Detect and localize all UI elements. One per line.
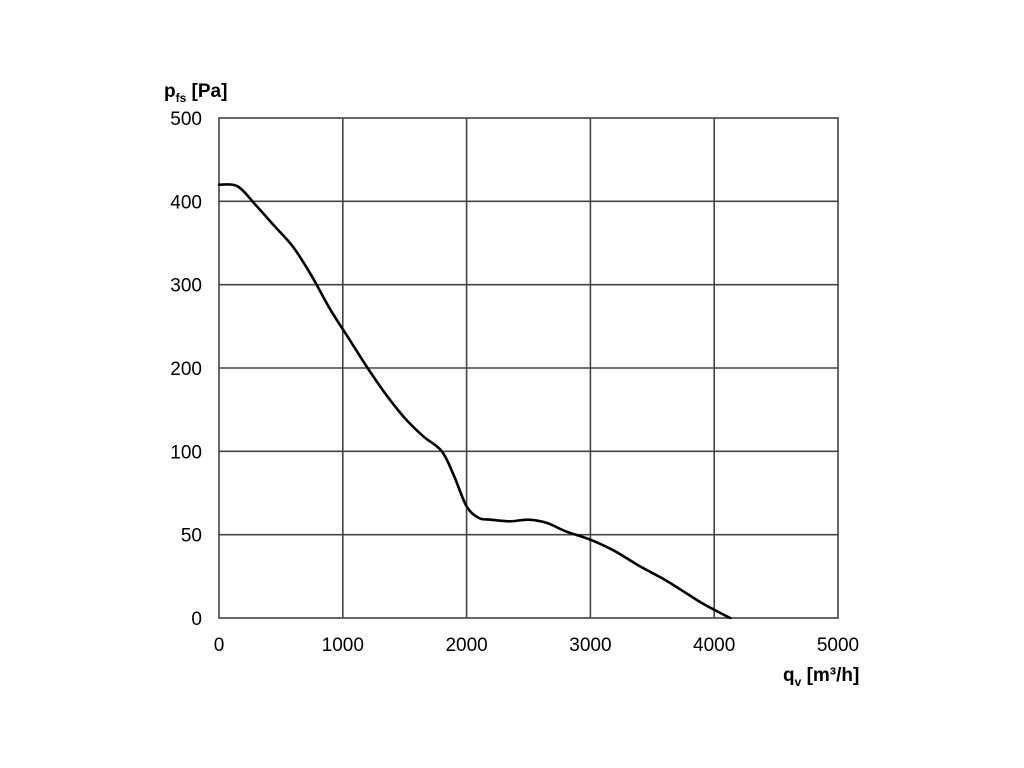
x-tick-labels: 0 1000 2000 3000 4000 5000 — [214, 635, 859, 656]
chart-grid — [218, 117, 839, 619]
x-tick-label: 5000 — [817, 635, 859, 656]
y-tick-label: 400 — [170, 192, 202, 213]
y-tick-label: 0 — [191, 609, 202, 630]
y-tick-label: 50 — [181, 526, 202, 547]
y-tick-label: 300 — [170, 276, 202, 297]
y-axis-label: pfs [Pa] — [164, 81, 227, 105]
x-tick-label: 1000 — [322, 635, 364, 656]
chart-series — [217, 183, 732, 620]
x-tick-label: 0 — [214, 635, 225, 656]
y-tick-label: 200 — [170, 359, 202, 380]
x-tick-label: 3000 — [569, 635, 611, 656]
y-tick-labels: 0 50 100 200 300 400 500 — [170, 109, 202, 630]
y-tick-label: 500 — [170, 109, 202, 130]
x-tick-label: 2000 — [445, 635, 487, 656]
x-axis-label: qv [m³/h] — [783, 665, 859, 689]
y-tick-label: 100 — [170, 442, 202, 463]
fan-curve-line — [217, 183, 732, 620]
x-tick-label: 4000 — [693, 635, 735, 656]
